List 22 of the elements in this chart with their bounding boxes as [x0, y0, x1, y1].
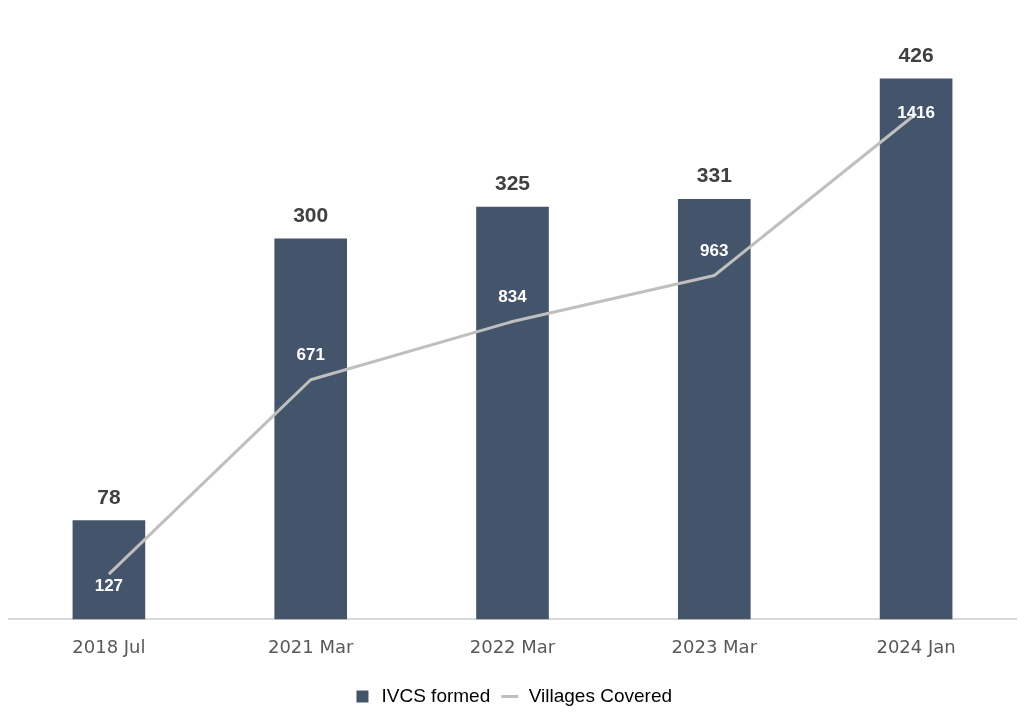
- data-label: 834: [498, 287, 528, 307]
- x-tick-label: 2018 Jul: [72, 635, 146, 657]
- legend-label: Villages Covered: [528, 684, 673, 706]
- legend-label: IVCS formed: [381, 684, 491, 706]
- x-tick-label: 2024 Jan: [876, 635, 956, 657]
- x-tick-label: 2023 Mar: [671, 635, 758, 657]
- bar: [879, 78, 953, 620]
- data-label: 671: [296, 345, 325, 365]
- bar: [677, 199, 751, 620]
- bar: [476, 206, 549, 620]
- data-label: 300: [293, 202, 329, 226]
- data-label: 426: [898, 42, 934, 66]
- data-label: 325: [494, 171, 531, 195]
- x-tick-label: 2021 Mar: [267, 635, 355, 657]
- data-label: 331: [696, 163, 733, 187]
- bar: [274, 238, 348, 620]
- data-label: 78: [97, 484, 121, 508]
- bar: [72, 520, 146, 620]
- x-tick-label: 2022 Mar: [469, 635, 556, 657]
- data-label: 963: [700, 241, 729, 261]
- data-label: 127: [94, 575, 124, 595]
- data-label: 1416: [897, 103, 936, 123]
